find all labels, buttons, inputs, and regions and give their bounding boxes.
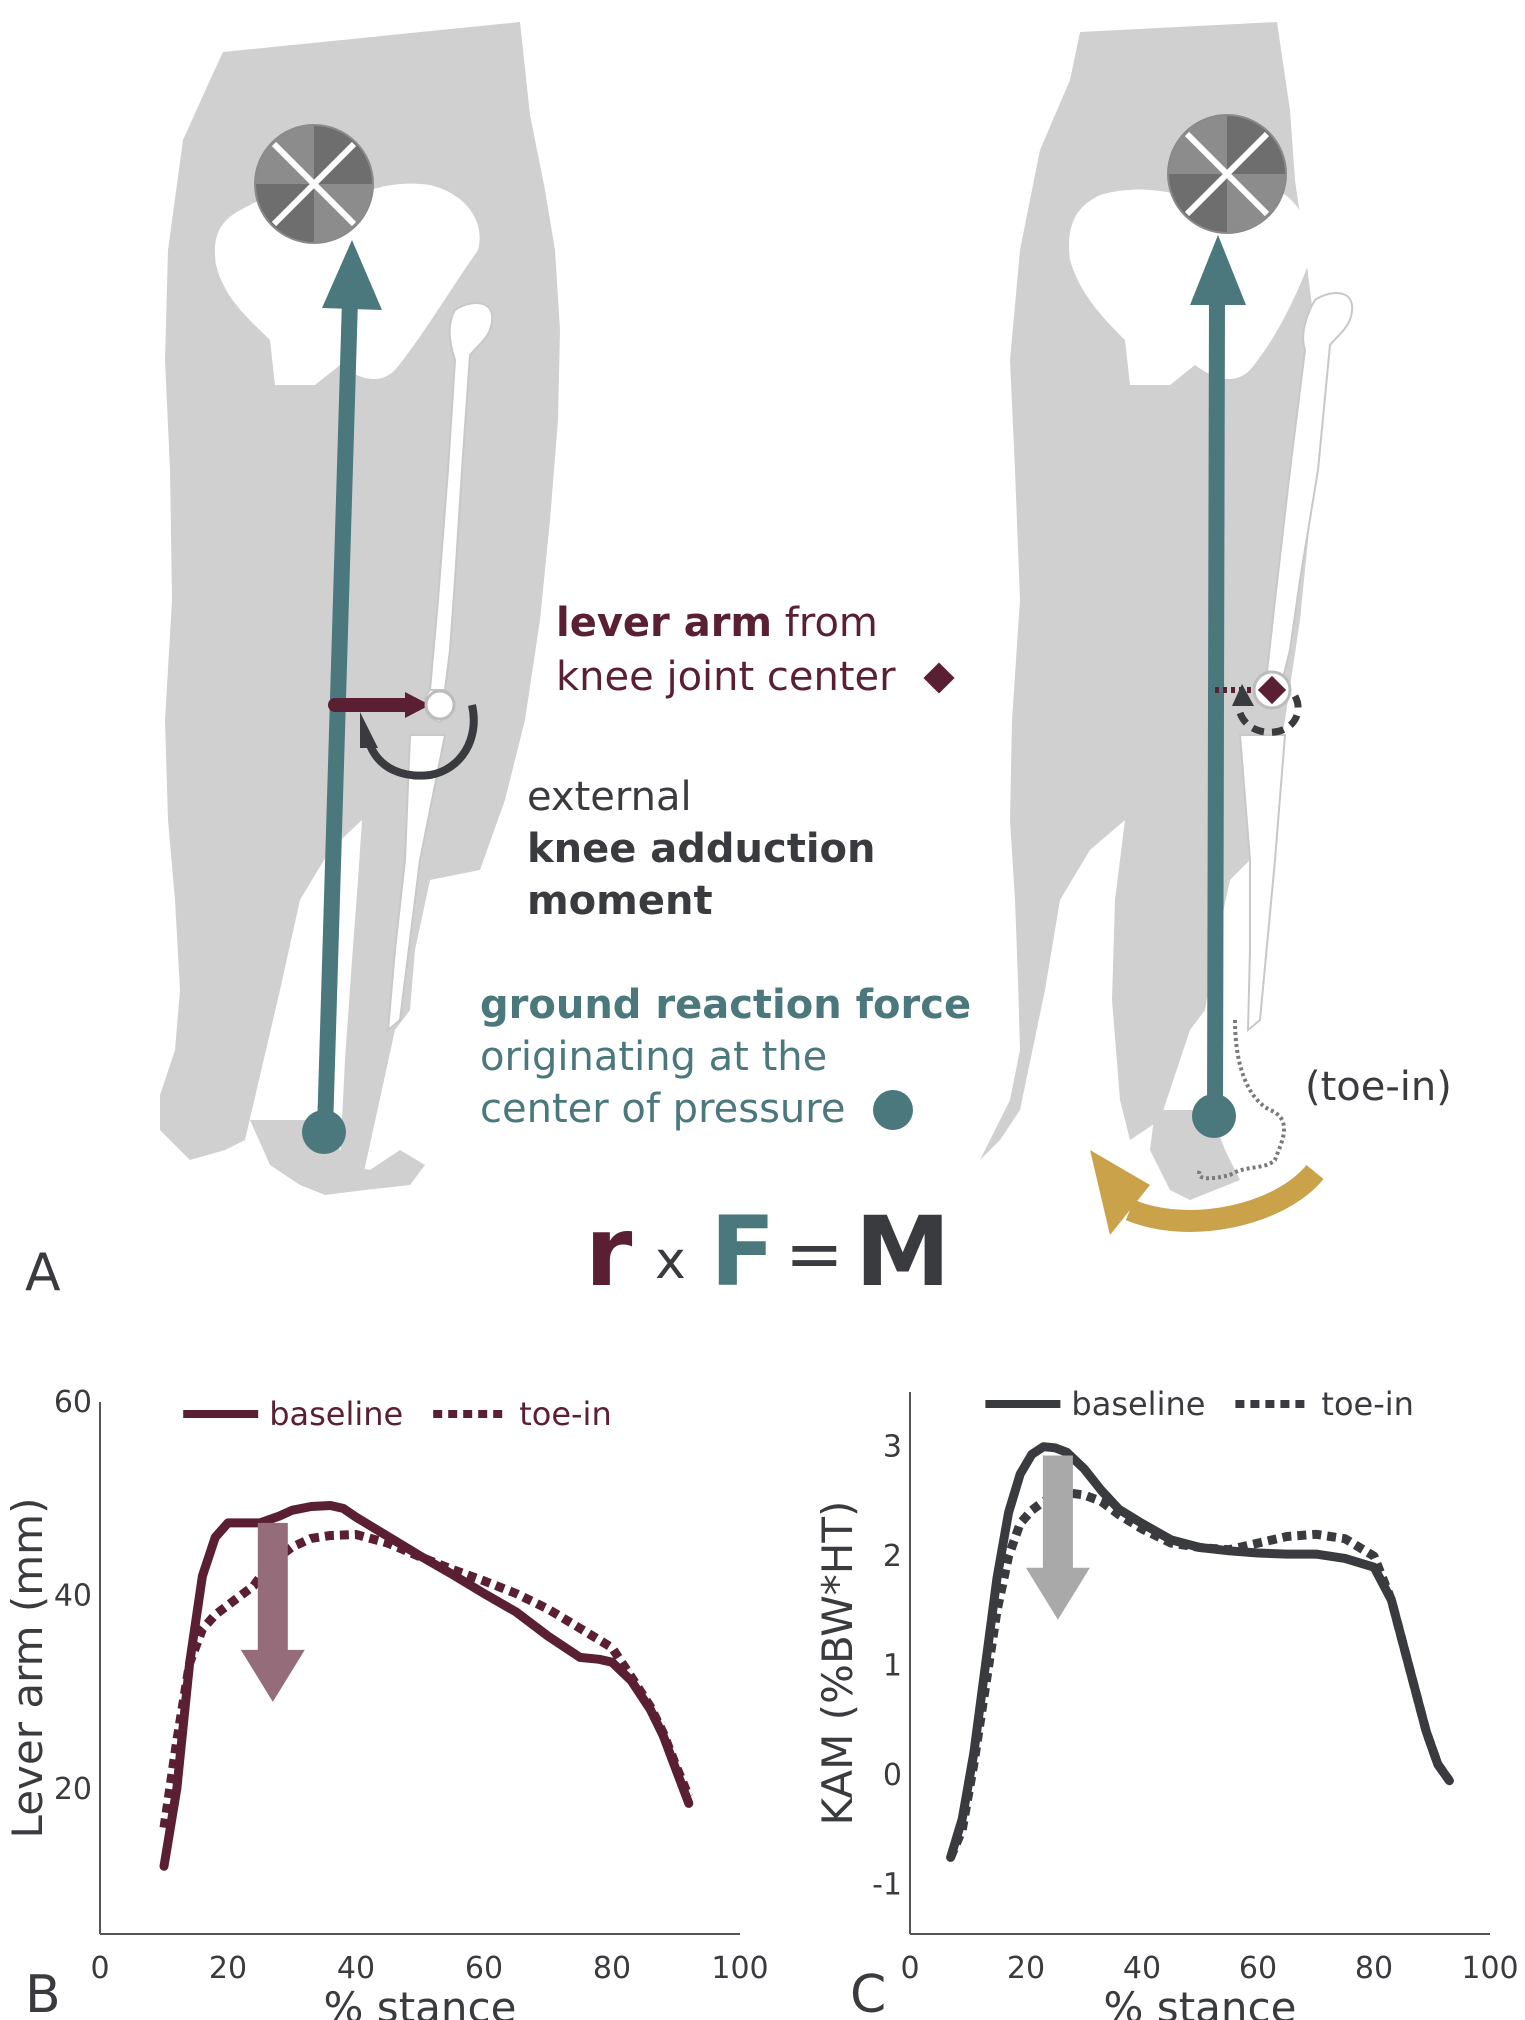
hip-joint-center-icon: [254, 124, 374, 244]
moment-line1: external: [527, 774, 692, 820]
x-tick-label: 40: [337, 1951, 375, 1986]
y-tick-label: 40: [54, 1578, 92, 1613]
toe-in-foot-outline: [1197, 1019, 1287, 1181]
series-line-baseline: [946, 1442, 1454, 1862]
equation-equals: =: [785, 1213, 844, 1295]
panel-b-label: B: [25, 1965, 61, 2020]
right-lever-arm: [1215, 670, 1292, 710]
x-tick-label: 100: [1461, 1951, 1518, 1986]
equation-m: M: [855, 1196, 951, 1308]
y-axis-label: KAM (%BW*HT): [813, 1501, 862, 1826]
center-of-pressure-dot-icon: [302, 1110, 346, 1154]
x-tick-label: 60: [465, 1951, 503, 1986]
equation-f: F: [710, 1196, 776, 1308]
x-tick-label: 20: [209, 1951, 247, 1986]
right-hip-joint-center-icon: [1167, 114, 1287, 234]
rotation-arrow-icon: [1090, 1150, 1324, 1235]
x-tick-label: 80: [1355, 1951, 1393, 1986]
series-line-toe-in: [946, 1488, 1454, 1860]
center-of-pressure-legend-dot-icon: [873, 1090, 913, 1130]
left-ground-reaction-force-arrow: [302, 240, 382, 1154]
panel-c-label: C: [850, 1965, 886, 2020]
panel-a: lever arm from knee joint center externa…: [25, 22, 1452, 1308]
equation-r: r: [585, 1196, 633, 1308]
x-axis-label: % stance: [1104, 1983, 1297, 2020]
x-tick-label: 0: [900, 1951, 919, 1986]
left-knee-moment-arrow: [360, 704, 478, 780]
force-line1: ground reaction force: [480, 982, 971, 1028]
toe-in-label: (toe-in): [1305, 1064, 1452, 1110]
force-line2: originating at the: [480, 1034, 827, 1080]
reduction-arrow-head: [240, 1649, 305, 1702]
right-tibia: [1238, 734, 1287, 1033]
series-line-toe-in: [159, 1530, 693, 1829]
y-tick-label: 20: [54, 1772, 92, 1807]
x-tick-label: 60: [1239, 1951, 1277, 1986]
series-line-baseline: [159, 1501, 694, 1871]
reduction-arrow-shaft: [257, 1522, 288, 1652]
x-tick-label: 100: [711, 1951, 768, 1986]
reduction-arrow-head: [1025, 1567, 1090, 1620]
y-tick-label: 0: [883, 1758, 902, 1793]
force-line3: center of pressure: [480, 1086, 845, 1132]
moment-line2: knee adduction: [527, 826, 876, 872]
equation-x: x: [655, 1231, 686, 1291]
legend-label-toe-in: toe-in: [519, 1395, 612, 1433]
x-tick-label: 20: [1007, 1951, 1045, 1986]
x-tick-label: 80: [593, 1951, 631, 1986]
legend-label-baseline: baseline: [269, 1395, 403, 1433]
reduction-arrow-shaft: [1042, 1455, 1073, 1570]
y-axis-label: Lever arm (mm): [3, 1498, 52, 1839]
y-tick-label: 2: [883, 1539, 902, 1574]
panel-c-chart: C 0 20 40 60 80 100 -1 0 1 2 3 % stance KAM (%BW*HT)…: [813, 1385, 1519, 2020]
legend-label-baseline: baseline: [1071, 1385, 1205, 1423]
lever-arm-bold: lever arm: [556, 600, 772, 646]
y-tick-label: 60: [54, 1385, 92, 1420]
x-axis-label: % stance: [324, 1983, 517, 2020]
legend-label-toe-in: toe-in: [1321, 1385, 1414, 1423]
lever-arm-label: lever arm from: [556, 600, 878, 646]
moment-line3: moment: [527, 878, 713, 924]
right-knee-moment-arrow: [1232, 684, 1302, 736]
knee-joint-diamond-icon: [923, 662, 955, 694]
panel-a-label: A: [25, 1243, 61, 1303]
left-lever-arm-arrow: [328, 689, 456, 721]
right-femur: [1263, 292, 1354, 691]
lever-arm-line2: knee joint center: [556, 654, 896, 700]
y-tick-label: 1: [883, 1649, 902, 1684]
x-tick-label: 40: [1123, 1951, 1161, 1986]
x-tick-label: 0: [90, 1951, 109, 1986]
y-tick-label: 3: [883, 1430, 902, 1465]
left-tibia: [386, 734, 447, 1033]
right-ground-reaction-force-arrow: [1190, 235, 1246, 1138]
lever-arm-rest: from: [772, 600, 878, 646]
right-center-of-pressure-dot-icon: [1192, 1094, 1236, 1138]
right-pelvis: [1069, 183, 1311, 385]
y-tick-label: -1: [872, 1868, 902, 1903]
